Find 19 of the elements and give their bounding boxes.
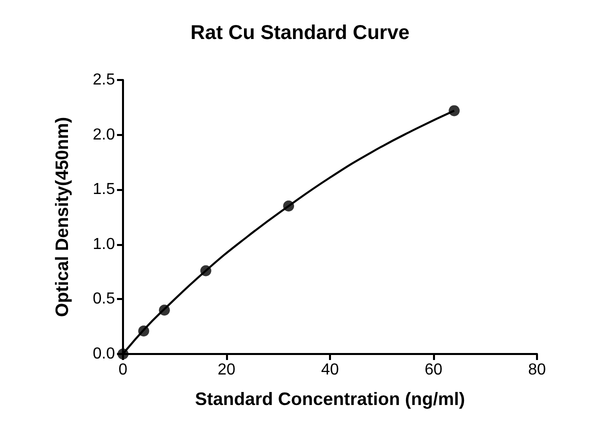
y-tick-label: 1.0	[92, 236, 116, 253]
point	[448, 105, 460, 116]
y-tick-label: 1.5	[92, 181, 116, 198]
x-axis-title: Standard Concentration (ng/ml)	[195, 389, 466, 409]
x-tick-label: 0	[118, 362, 128, 378]
x-tick-label: 20	[218, 362, 236, 378]
y-axis-title: Optical Density(450nm)	[52, 116, 72, 318]
point	[283, 200, 294, 212]
point	[138, 325, 150, 336]
chart-title: Rat Cu Standard Curve	[190, 22, 410, 44]
point	[200, 265, 212, 276]
point	[158, 304, 170, 316]
y-tick-label: 0.0	[92, 346, 116, 362]
y-tick-label: 2.5	[92, 72, 116, 88]
y-tick-label: 2.0	[92, 126, 116, 144]
x-tick-label: 60	[424, 362, 442, 378]
x-tick-label: 80	[528, 362, 546, 378]
x-tick-label: 40	[321, 362, 339, 378]
y-tick-label: 0.5	[92, 290, 116, 308]
